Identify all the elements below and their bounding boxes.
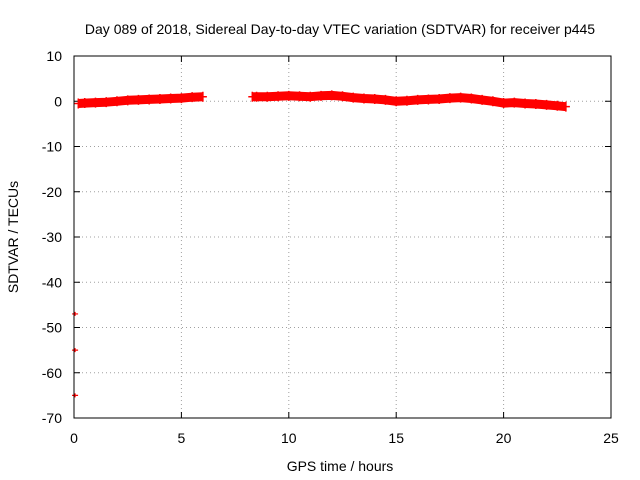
data-point <box>478 94 487 105</box>
y-tick-label: -20 <box>42 184 62 200</box>
axis-ticks: 10 0 -10 -20 -30 -40 -50 -60 -70 0 5 10 15 20 25 <box>42 48 619 446</box>
data-point <box>306 91 315 102</box>
data-point <box>542 99 551 110</box>
data-point <box>531 98 540 109</box>
data-point <box>445 93 454 104</box>
x-tick-label: 5 <box>178 430 186 446</box>
y-tick-label: 0 <box>54 93 62 109</box>
data-point <box>402 95 411 106</box>
data-point <box>188 92 197 103</box>
data-point <box>435 93 444 104</box>
data-point <box>263 91 272 102</box>
data-point <box>274 91 283 102</box>
data-point <box>284 90 293 101</box>
data-point <box>381 94 390 105</box>
data-point <box>80 98 89 109</box>
data-point <box>177 93 186 104</box>
y-tick-label: -60 <box>42 365 62 381</box>
data-point <box>166 93 175 104</box>
data-point <box>123 95 132 106</box>
data-point <box>424 94 433 105</box>
data-point <box>338 91 347 102</box>
y-tick-label: -10 <box>42 139 62 155</box>
outlier-point <box>72 393 79 398</box>
outlier-point <box>72 348 79 353</box>
data-point <box>295 91 304 102</box>
x-axis-label: GPS time / hours <box>287 458 394 474</box>
x-tick-label: 20 <box>496 430 512 446</box>
data-point <box>317 90 326 101</box>
data-point <box>392 96 401 107</box>
data-point <box>561 101 570 112</box>
data-point <box>91 97 100 108</box>
data-point <box>112 96 121 107</box>
data-point <box>499 98 508 109</box>
y-tick-label: -40 <box>42 274 62 290</box>
data-point <box>488 96 497 107</box>
data-point <box>553 100 562 111</box>
data-point <box>145 94 154 105</box>
x-tick-label: 10 <box>281 430 297 446</box>
x-tick-label: 15 <box>388 430 404 446</box>
y-tick-label: -70 <box>42 410 62 426</box>
data-point <box>252 91 261 102</box>
data-point <box>155 93 164 104</box>
data-point <box>327 90 336 101</box>
y-axis-label: SDTVAR / TECUs <box>5 181 21 293</box>
data-point <box>102 97 111 108</box>
data-point <box>521 98 530 109</box>
y-tick-label: -50 <box>42 320 62 336</box>
data-point <box>510 97 519 108</box>
x-tick-label: 0 <box>70 430 78 446</box>
y-tick-label: -30 <box>42 229 62 245</box>
data-point <box>359 93 368 104</box>
x-tick-label: 25 <box>603 430 619 446</box>
data-series <box>72 90 570 398</box>
plot-frame <box>73 55 612 419</box>
y-tick-label: 10 <box>46 48 62 64</box>
data-point <box>467 93 476 104</box>
outlier-point <box>72 311 79 316</box>
data-point <box>349 92 358 103</box>
data-point <box>413 94 422 105</box>
data-point <box>456 92 465 103</box>
chart-title: Day 089 of 2018, Sidereal Day-to-day VTE… <box>85 21 595 37</box>
data-point <box>370 93 379 104</box>
data-point <box>198 91 207 102</box>
data-point <box>134 94 143 105</box>
